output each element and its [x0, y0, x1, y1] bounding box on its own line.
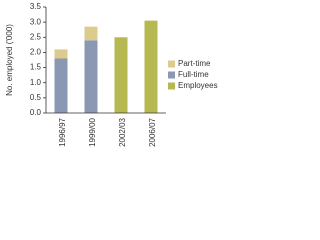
x-tick-label: 1996/97 — [58, 117, 67, 146]
bar-segment — [54, 58, 68, 113]
y-tick-label: 3.5 — [30, 2, 42, 11]
legend-label: Employees — [178, 81, 218, 90]
bar-segment — [144, 20, 158, 113]
x-tick-label: 2002/03 — [118, 117, 127, 146]
legend-swatch — [168, 71, 175, 79]
legend-swatch — [168, 82, 175, 90]
x-tick-label: 1999/00 — [88, 117, 97, 146]
y-tick-label: 2.5 — [30, 32, 42, 41]
y-tick-label: 1.5 — [30, 63, 42, 72]
y-tick-label: 3.0 — [30, 17, 42, 26]
bar-segment — [54, 49, 68, 59]
bar-segment — [84, 40, 98, 113]
page: No. employed ('000) 0.0 0.5 1.0 1.5 2.0 2.5 3.… — [5, 2, 218, 147]
y-tick-label: 0.0 — [30, 108, 42, 117]
x-tick-label: 2006/07 — [148, 117, 157, 146]
y-axis-label: No. employed ('000) — [5, 24, 14, 96]
y-tick-label: 0.5 — [30, 93, 42, 102]
y-tick-label: 1.0 — [30, 78, 42, 87]
y-tick-label: 2.0 — [30, 48, 42, 57]
bar-segment — [114, 37, 128, 113]
bar-segment — [84, 26, 98, 41]
chart: No. employed ('000) 0.0 0.5 1.0 1.5 2.0 2.5 3.… — [5, 2, 218, 147]
legend-swatch — [168, 60, 175, 68]
legend-label: Full-time — [178, 70, 209, 79]
legend-label: Part-time — [178, 59, 211, 68]
